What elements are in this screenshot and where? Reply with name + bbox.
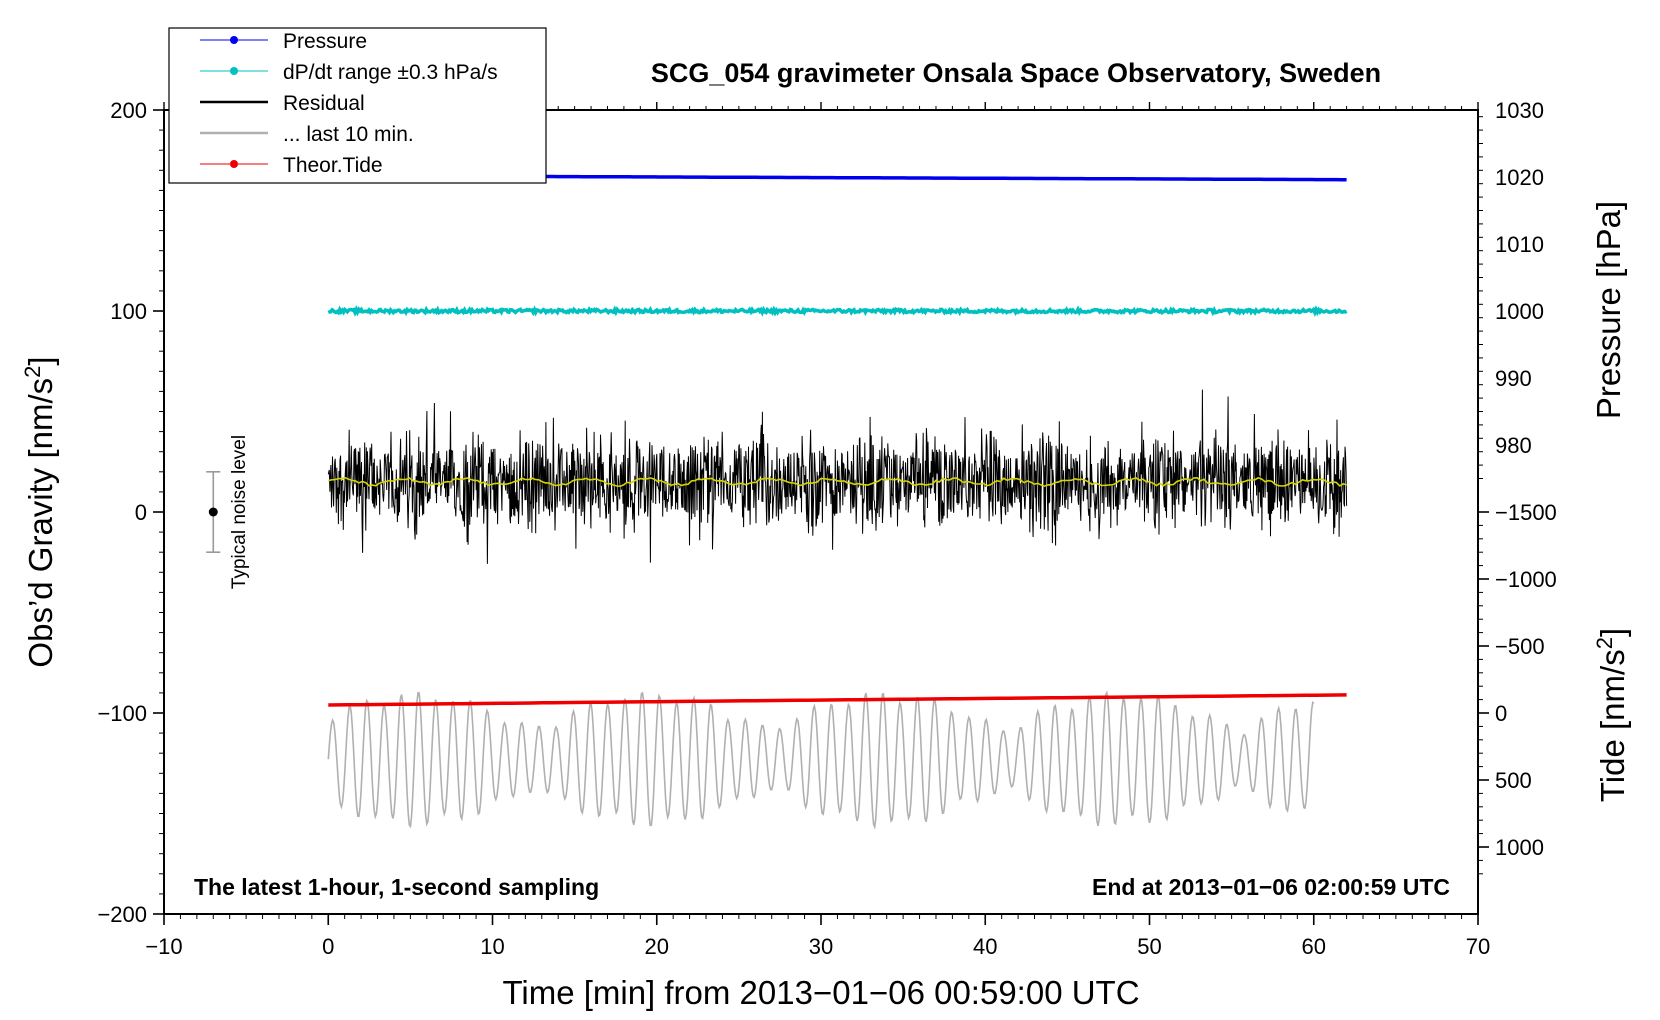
chart-title: SCG_054 gravimeter Onsala Space Observat…: [651, 58, 1381, 88]
pressure-tick-label: 1000: [1495, 299, 1544, 324]
pressure-tick-label: 1020: [1495, 165, 1544, 190]
annotation-left: The latest 1-hour, 1-second sampling: [194, 874, 599, 900]
y-axis-label: Obs’d Gravity [nm/s2]: [20, 356, 59, 667]
pressure-tick-label: 990: [1495, 366, 1532, 391]
y-tick-label: 0: [135, 500, 147, 525]
last-10-min-line: [327, 690, 1315, 830]
y-tick-label: −200: [97, 902, 147, 927]
legend-swatch-dot: [230, 36, 238, 44]
theor-tide-line: [328, 693, 1347, 707]
tide-tick-label: 500: [1495, 768, 1532, 793]
pressure-axis-label: Pressure [hPa]: [1590, 201, 1627, 419]
tide-axis-label-sup: 2: [1592, 637, 1617, 649]
x-tick-label: 70: [1466, 934, 1490, 959]
pressure-tick-label: 980: [1495, 433, 1532, 458]
noise-bar-center: [208, 507, 218, 517]
tide-tick-label: −500: [1495, 634, 1545, 659]
axis-ticks: −10 0 10 20 30 40 50 60 702001000−100−2001030102…: [97, 98, 1556, 959]
legend-label-residual: Residual: [283, 92, 365, 115]
x-axis-label: Time [min] from 2013−01−06 00:59:00 UTC: [502, 974, 1139, 1011]
y-tick-label: −100: [97, 701, 147, 726]
tide-axis-label-base: Tide [nm/s: [1594, 649, 1631, 802]
tide-tick-label: −1000: [1495, 567, 1557, 592]
tide-axis-label: Tide [nm/s2]: [1592, 628, 1631, 802]
x-tick-label: 40: [973, 934, 997, 959]
legend-swatch-dot: [230, 67, 238, 75]
legend: Pressure dP/dt range ±0.3 hPa/s Residual…: [168, 27, 547, 184]
residual-mean-line: [328, 476, 1347, 488]
dpdt-line: [327, 305, 1348, 317]
x-tick-label: −10: [145, 934, 182, 959]
pressure-tick-label: 1030: [1495, 98, 1544, 123]
tide-tick-label: 0: [1495, 701, 1507, 726]
legend-swatch-dot: [230, 160, 238, 168]
tide-tick-label: −1500: [1495, 500, 1557, 525]
noise-label: Typical noise level: [229, 435, 250, 589]
y-axis-label-sup: 2: [20, 366, 45, 378]
legend-items: [200, 36, 268, 168]
x-tick-label: 60: [1302, 934, 1326, 959]
tide-tick-label: 1000: [1495, 835, 1544, 860]
y-axis-label-end: ]: [22, 356, 59, 365]
x-tick-label: 30: [809, 934, 833, 959]
x-tick-label: 20: [645, 934, 669, 959]
annotation-right: End at 2013−01−06 02:00:59 UTC: [1092, 874, 1450, 900]
residual-line: [327, 389, 1348, 564]
x-tick-label: 50: [1137, 934, 1161, 959]
x-tick-label: 0: [322, 934, 334, 959]
legend-box: [168, 27, 547, 184]
y-axis-label-base: Obs’d Gravity [nm/s: [22, 378, 59, 668]
legend-label-tide: Theor.Tide: [283, 154, 383, 177]
pressure-tick-label: 1010: [1495, 232, 1544, 257]
legend-label-last10: ... last 10 min.: [283, 123, 414, 146]
x-tick-label: 10: [480, 934, 504, 959]
y-tick-label: 200: [110, 98, 147, 123]
legend-label-pressure: Pressure: [283, 30, 367, 53]
y-tick-label: 100: [110, 299, 147, 324]
tide-axis-label-end: ]: [1594, 628, 1631, 637]
legend-label-dpdt: dP/dt range ±0.3 hPa/s: [283, 61, 498, 84]
